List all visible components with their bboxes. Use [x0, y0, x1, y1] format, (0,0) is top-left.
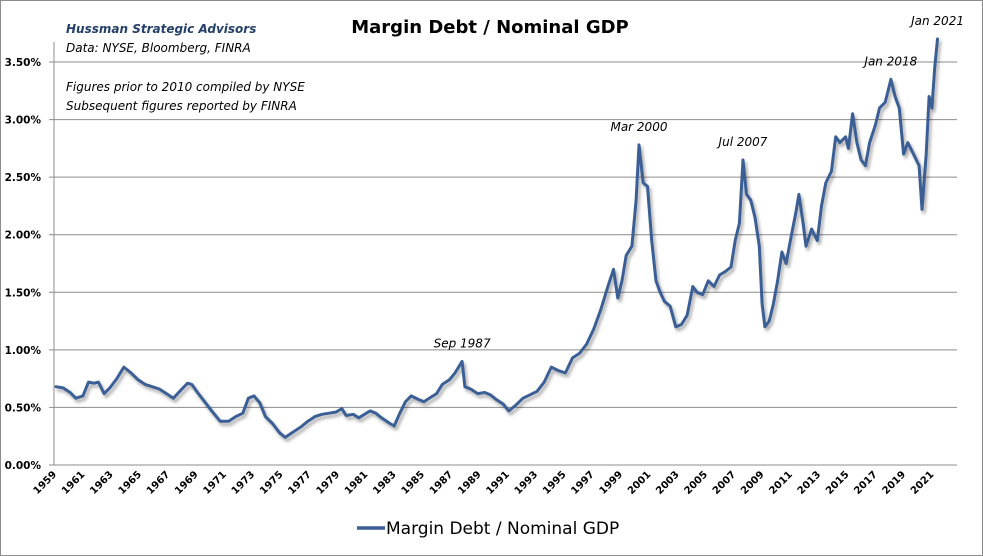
x-tick-label: 1971	[201, 469, 228, 496]
x-tick-label: 1981	[343, 469, 370, 496]
x-tick-label: 1993	[513, 469, 540, 496]
y-axis: 0.00% 0.50% 1.00% 1.50% 2.00% 2.50% 3.00% 3.50%	[5, 42, 55, 472]
x-tick-label: 1989	[456, 469, 483, 496]
x-tick-label: 2001	[626, 469, 653, 496]
x-tick-label: 2017	[852, 469, 879, 496]
annotations: Sep 1987 Mar 2000 Jul 2007 Jan 2018 Jan 2021	[434, 14, 964, 350]
x-tick-label: 1961	[60, 469, 87, 496]
peak-annotation: Sep 1987	[434, 336, 491, 350]
y-tick-label: 0.50%	[5, 402, 42, 414]
x-tick-label: 1959	[32, 469, 59, 496]
x-tick-label: 1997	[569, 469, 596, 496]
x-tick-label: 2019	[881, 469, 908, 496]
x-tick-label: 1985	[400, 469, 427, 496]
x-tick-label: 2005	[683, 469, 710, 496]
y-tick-label: 0.00%	[5, 460, 42, 472]
x-tick-label: 1975	[258, 469, 285, 496]
gridlines	[49, 61, 957, 408]
x-tick-label: 2021	[909, 469, 936, 496]
series-layer	[54, 37, 939, 439]
peak-annotation: Mar 2000	[610, 120, 667, 134]
x-tick-label: 1977	[286, 469, 313, 496]
y-tick-label: 2.50%	[5, 172, 42, 184]
y-tick-label: 2.00%	[5, 230, 42, 242]
chart-title: Margin Debt / Nominal GDP	[351, 17, 628, 38]
x-tick-label: 2009	[739, 469, 766, 496]
legend: Margin Debt / Nominal GDP	[357, 519, 619, 539]
peak-annotation: Jul 2007	[717, 135, 768, 149]
data-source-note: Data: NYSE, Bloomberg, FINRA	[66, 41, 251, 55]
x-tick-label: 1967	[145, 469, 172, 496]
x-tick-label: 2011	[767, 469, 794, 496]
x-tick-label: 1969	[173, 469, 200, 496]
x-axis: 1959 1961 1963 1965 1967 1969 1971 1973 1975 1977…	[32, 464, 957, 497]
x-tick-label: 1999	[598, 469, 625, 496]
x-tick-label: 2007	[711, 469, 738, 496]
legend-label: Margin Debt / Nominal GDP	[386, 519, 619, 539]
peak-annotation: Jan 2021	[909, 14, 964, 28]
series-line	[54, 37, 939, 439]
x-tick-label: 2015	[824, 469, 851, 496]
brand-label: Hussman Strategic Advisors	[66, 22, 256, 36]
y-tick-label: 1.50%	[5, 287, 42, 299]
x-tick-label: 1987	[428, 469, 455, 496]
x-tick-label: 1973	[230, 469, 257, 496]
note-line-1: Figures prior to 2010 compiled by NYSE	[66, 80, 305, 94]
x-tick-label: 2013	[796, 469, 823, 496]
y-tick-label: 1.00%	[5, 345, 42, 357]
x-tick-label: 1979	[315, 469, 342, 496]
note-line-2: Subsequent figures reported by FINRA	[66, 99, 297, 113]
x-tick-label: 1995	[541, 469, 568, 496]
x-tick-label: 1965	[117, 469, 144, 496]
peak-annotation: Jan 2018	[862, 54, 917, 68]
x-tick-label: 1963	[88, 469, 115, 496]
y-tick-label: 3.00%	[5, 115, 42, 127]
x-tick-label: 1991	[484, 469, 511, 496]
x-tick-label: 1983	[371, 469, 398, 496]
y-tick-label: 3.50%	[5, 57, 42, 69]
x-tick-label: 2003	[654, 469, 681, 496]
